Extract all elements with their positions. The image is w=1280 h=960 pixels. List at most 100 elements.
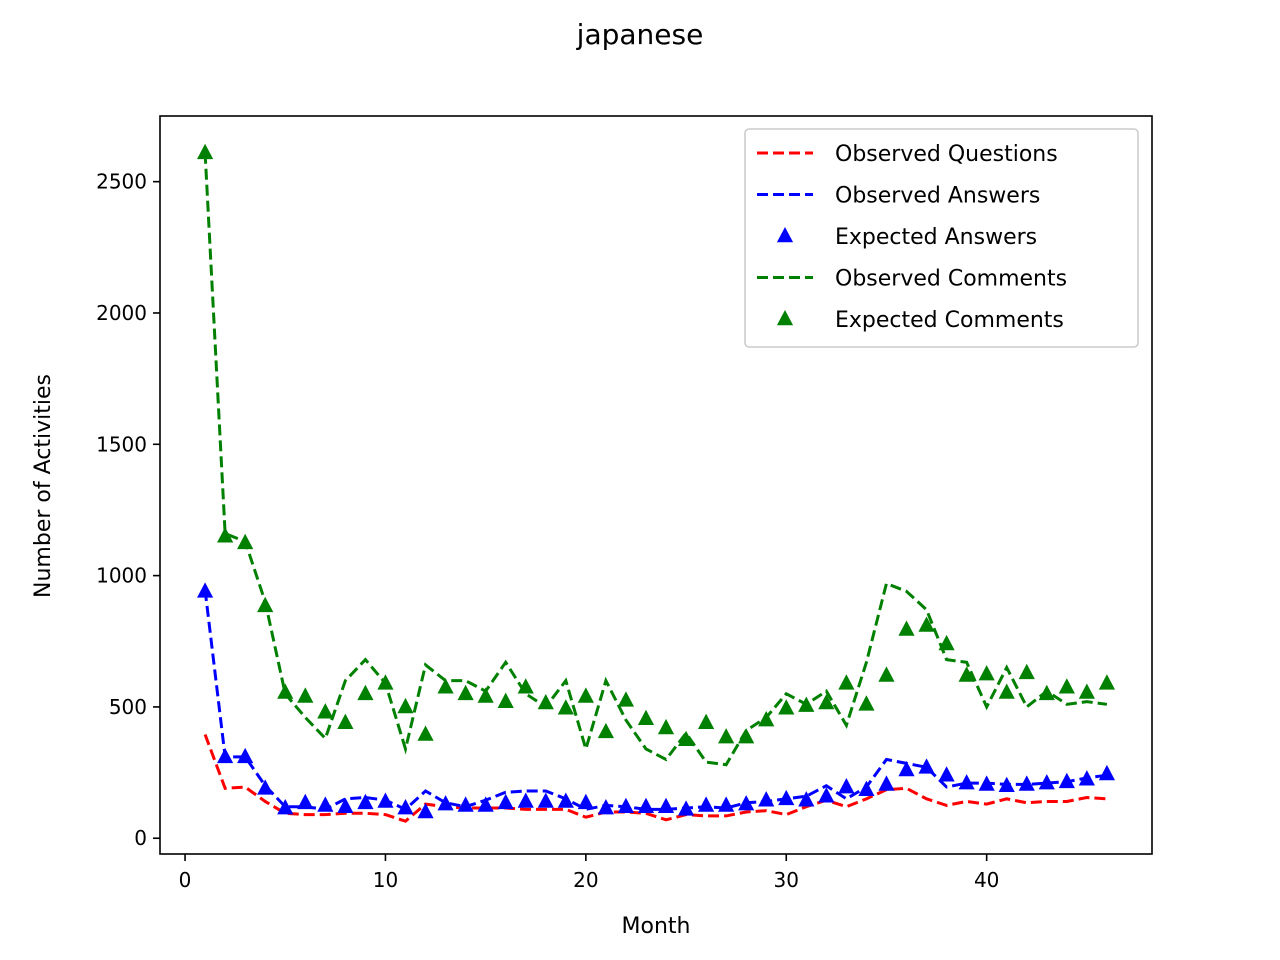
data-point bbox=[377, 674, 394, 690]
legend-marker-swatch bbox=[776, 227, 794, 243]
series-observed-comments bbox=[203, 152, 1108, 767]
y-tick-label: 2500 bbox=[96, 170, 147, 194]
data-point bbox=[918, 758, 935, 774]
y-axis-label: Number of Activities bbox=[31, 374, 56, 598]
legend-label: Observed Comments bbox=[835, 267, 1067, 292]
data-point bbox=[357, 793, 374, 810]
x-tick-label: 30 bbox=[774, 868, 799, 892]
data-point bbox=[377, 792, 394, 808]
data-point bbox=[457, 796, 474, 812]
axes-frame bbox=[159, 115, 1153, 855]
x-axis-ticks: 0 10 20 30 40 bbox=[179, 854, 999, 892]
data-point bbox=[637, 797, 655, 814]
data-point bbox=[457, 684, 474, 701]
data-point bbox=[958, 666, 975, 682]
legend-label: Expected Comments bbox=[835, 308, 1064, 333]
data-point bbox=[778, 699, 795, 715]
data-point bbox=[497, 692, 514, 708]
data-point bbox=[1018, 775, 1035, 791]
data-point bbox=[617, 797, 635, 814]
data-point bbox=[257, 596, 274, 613]
data-point bbox=[998, 776, 1015, 793]
data-point bbox=[597, 799, 614, 815]
data-point bbox=[1078, 683, 1095, 699]
data-point bbox=[718, 728, 735, 744]
series-line bbox=[203, 152, 1108, 767]
legend-item: Observed Questions bbox=[757, 142, 1058, 167]
chart-title: japanese bbox=[576, 18, 704, 51]
data-point bbox=[477, 687, 494, 703]
y-tick-label: 500 bbox=[109, 695, 147, 719]
series-line bbox=[203, 589, 1108, 812]
data-point bbox=[738, 728, 755, 744]
data-point bbox=[537, 693, 554, 710]
data-point bbox=[277, 799, 294, 815]
data-point bbox=[1098, 674, 1116, 690]
data-point bbox=[1058, 772, 1075, 789]
data-point bbox=[838, 674, 855, 690]
data-point bbox=[938, 766, 955, 782]
data-point bbox=[938, 634, 955, 651]
data-point bbox=[357, 684, 374, 701]
data-point bbox=[698, 713, 715, 729]
x-tick-label: 0 bbox=[179, 868, 192, 892]
data-point bbox=[497, 793, 514, 810]
x-tick-label: 40 bbox=[974, 868, 999, 892]
data-point bbox=[798, 791, 815, 807]
data-point bbox=[337, 797, 354, 814]
data-point bbox=[818, 693, 835, 710]
data-point bbox=[517, 678, 534, 694]
data-point bbox=[998, 683, 1015, 699]
y-tick-label: 1000 bbox=[96, 564, 147, 588]
data-point bbox=[858, 695, 875, 711]
data-point bbox=[537, 792, 554, 808]
x-axis-label: Month bbox=[622, 914, 691, 939]
data-point bbox=[477, 796, 494, 812]
legend-item: Expected Answers bbox=[776, 225, 1037, 250]
data-point bbox=[337, 713, 354, 729]
data-point bbox=[978, 665, 995, 681]
data-point bbox=[838, 778, 855, 794]
data-point bbox=[517, 792, 534, 808]
data-point bbox=[397, 799, 414, 815]
legend-item: Expected Comments bbox=[776, 308, 1064, 333]
data-point bbox=[958, 774, 975, 790]
data-point bbox=[417, 725, 434, 741]
data-point bbox=[878, 775, 895, 791]
data-point bbox=[637, 709, 655, 726]
data-point bbox=[557, 792, 574, 808]
data-point bbox=[557, 699, 574, 715]
plot-area bbox=[159, 115, 1153, 855]
data-point bbox=[1058, 678, 1075, 694]
data-point bbox=[257, 779, 274, 795]
legend-label: Observed Questions bbox=[835, 142, 1058, 167]
legend-label: Observed Answers bbox=[835, 184, 1040, 209]
data-point bbox=[217, 747, 234, 764]
data-point bbox=[1038, 774, 1055, 790]
data-point bbox=[677, 800, 695, 816]
data-point bbox=[758, 711, 775, 727]
legend-item: Observed Comments bbox=[757, 267, 1067, 292]
data-point bbox=[898, 760, 915, 777]
data-point bbox=[818, 787, 835, 803]
data-point bbox=[798, 696, 815, 712]
data-point bbox=[437, 795, 454, 811]
data-point bbox=[277, 683, 294, 699]
data-point bbox=[978, 775, 995, 791]
data-point bbox=[738, 795, 755, 811]
data-point bbox=[1018, 663, 1035, 680]
legend: Observed Questions Observed Answers Expect… bbox=[744, 128, 1139, 348]
data-point bbox=[196, 143, 214, 160]
data-point bbox=[597, 722, 614, 739]
data-point bbox=[677, 730, 695, 747]
data-point bbox=[617, 691, 635, 707]
data-point bbox=[878, 666, 895, 682]
y-tick-label: 0 bbox=[134, 826, 147, 850]
data-point bbox=[577, 793, 594, 810]
data-point bbox=[858, 780, 875, 796]
series-line bbox=[203, 733, 1108, 823]
series-observed-answers bbox=[203, 589, 1108, 812]
data-point bbox=[898, 620, 915, 636]
series-expected-comments bbox=[196, 143, 1116, 747]
